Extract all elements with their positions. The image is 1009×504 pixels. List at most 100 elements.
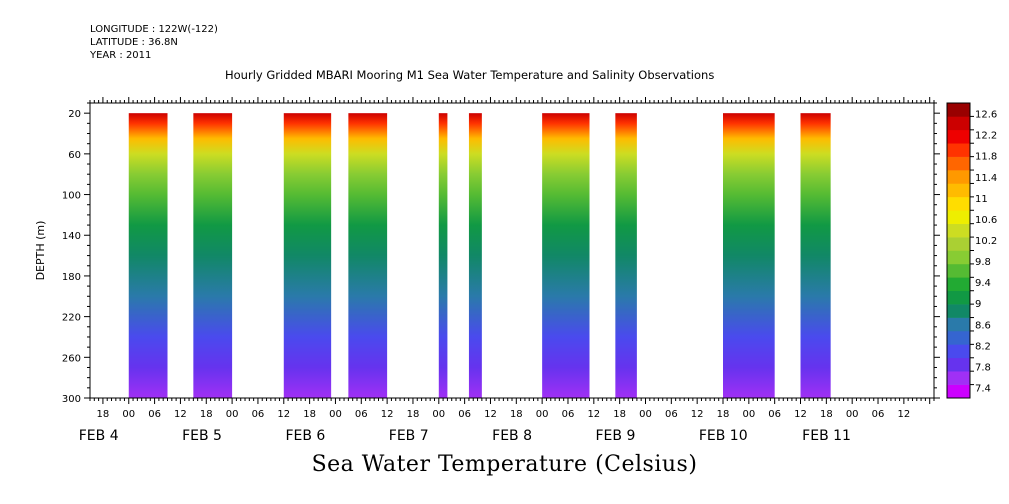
colorbar-swatch — [947, 330, 970, 345]
y-tick-label: 180 — [62, 272, 81, 283]
year-label: YEAR : 2011 — [90, 50, 152, 61]
latitude-label: LATITUDE : 36.8N — [90, 37, 178, 48]
y-tick-label: 100 — [62, 191, 81, 202]
colorbar-label: 12.6 — [975, 110, 997, 121]
x-day-label: FEB 7 — [389, 428, 429, 444]
x-tick-label: 18 — [200, 409, 213, 420]
colorbar-label: 11.8 — [975, 152, 997, 163]
chart-title: Hourly Gridded MBARI Mooring M1 Sea Wate… — [225, 68, 715, 82]
colorbar-swatch — [947, 183, 970, 198]
x-tick-label: 06 — [665, 409, 678, 420]
data-segment-4 — [438, 113, 448, 398]
axis-layer: 18 00 06 12 18 00 06 12 18 00 06 12 18 00 06 12 18 00 06 12… — [34, 97, 940, 444]
colorbar-swatch — [947, 317, 970, 332]
y-tick-label: 260 — [62, 353, 81, 364]
x-tick-label: 06 — [252, 409, 265, 420]
y-tick-label: 300 — [62, 394, 81, 405]
colorbar-swatch — [947, 304, 970, 318]
colorbar-swatch — [947, 263, 970, 278]
x-tick-label: 06 — [872, 409, 885, 420]
y-tick-label: 20 — [68, 109, 81, 120]
x-day-label: FEB 4 — [79, 428, 119, 444]
colorbar-label: 12.2 — [975, 131, 997, 142]
x-tick-label: 00 — [742, 409, 755, 420]
data-segment-7 — [615, 113, 637, 398]
x-tick-label: 18 — [510, 409, 523, 420]
colorbar: 12.6 12.2 11.8 11.4 11 10.6 10.2 9.8 9.4 9 8.6 8.2 7… — [946, 102, 997, 399]
colorbar-swatch — [947, 357, 970, 372]
colorbar-label: 7.4 — [975, 383, 991, 394]
colorbar-swatch — [947, 170, 970, 184]
x-tick-label: 12 — [587, 409, 600, 420]
x-tick-label: 00 — [536, 409, 549, 420]
x-tick-label: 00 — [226, 409, 239, 420]
x-day-label: FEB 5 — [182, 428, 222, 444]
colorbar-label: 10.2 — [975, 236, 997, 247]
x-tick-label: 00 — [432, 409, 445, 420]
data-segment-9 — [800, 113, 831, 398]
x-tick-label: 12 — [897, 409, 910, 420]
x-tick-label: 18 — [407, 409, 420, 420]
x-tick-label: 12 — [381, 409, 394, 420]
colorbar-label: 9 — [975, 299, 981, 310]
x-tick-label: 18 — [717, 409, 730, 420]
colorbar-swatch — [947, 129, 970, 144]
colorbar-swatch — [947, 210, 970, 224]
colorbar-label: 11 — [975, 194, 988, 205]
colorbar-swatch — [947, 196, 970, 211]
x-tick-label: 06 — [355, 409, 368, 420]
colorbar-swatch — [947, 250, 970, 265]
colorbar-label: 8.2 — [975, 341, 991, 352]
x-tick-label: 00 — [639, 409, 652, 420]
colorbar-label: 9.4 — [975, 278, 991, 289]
data-layer — [128, 113, 831, 398]
x-tick-label: 12 — [484, 409, 497, 420]
data-segment-0 — [128, 113, 168, 398]
x-tick-label: 18 — [820, 409, 833, 420]
data-segment-3 — [348, 113, 388, 398]
x-day-label: FEB 11 — [802, 428, 851, 444]
colorbar-label: 11.4 — [975, 173, 997, 184]
x-tick-label: 06 — [148, 409, 161, 420]
colorbar-swatch — [947, 290, 970, 305]
data-segment-1 — [193, 113, 233, 398]
x-tick-label: 18 — [303, 409, 316, 420]
x-tick-label: 12 — [691, 409, 704, 420]
x-tick-label: 12 — [277, 409, 290, 420]
x-tick-label: 06 — [458, 409, 471, 420]
x-tick-label: 18 — [97, 409, 110, 420]
colorbar-label: 7.8 — [975, 362, 991, 373]
x-tick-label: 06 — [562, 409, 575, 420]
colorbar-swatch — [947, 143, 970, 157]
x-tick-label: 00 — [846, 409, 859, 420]
x-tick-label: 12 — [174, 409, 187, 420]
x-day-label: FEB 8 — [492, 428, 532, 444]
colorbar-swatch — [947, 371, 970, 385]
colorbar-swatch — [947, 384, 970, 399]
x-tick-label: 12 — [794, 409, 807, 420]
x-tick-label: 06 — [768, 409, 781, 420]
x-day-label: FEB 10 — [699, 428, 748, 444]
y-tick-label: 140 — [62, 231, 81, 242]
x-tick-label: 00 — [122, 409, 135, 420]
chart-subtitle: Sea Water Temperature (Celsius) — [311, 452, 698, 477]
x-tick-label: 18 — [613, 409, 626, 420]
data-segment-8 — [723, 113, 775, 398]
colorbar-swatch — [947, 344, 970, 359]
data-segment-6 — [542, 113, 590, 398]
x-tick-label: 00 — [329, 409, 342, 420]
x-day-label: FEB 6 — [285, 428, 325, 444]
longitude-label: LONGITUDE : 122W(-122) — [90, 24, 218, 35]
colorbar-swatch — [947, 223, 970, 238]
y-tick-label: 60 — [68, 150, 81, 161]
y-axis-label: DEPTH (m) — [34, 221, 47, 281]
colorbar-swatch — [947, 156, 970, 171]
colorbar-swatch — [947, 116, 970, 131]
colorbar-label: 9.8 — [975, 257, 991, 268]
colorbar-label: 10.6 — [975, 215, 997, 226]
y-tick-label: 220 — [62, 313, 81, 324]
x-day-label: FEB 9 — [595, 428, 635, 444]
colorbar-swatch — [947, 103, 970, 117]
data-segment-2 — [283, 113, 332, 398]
